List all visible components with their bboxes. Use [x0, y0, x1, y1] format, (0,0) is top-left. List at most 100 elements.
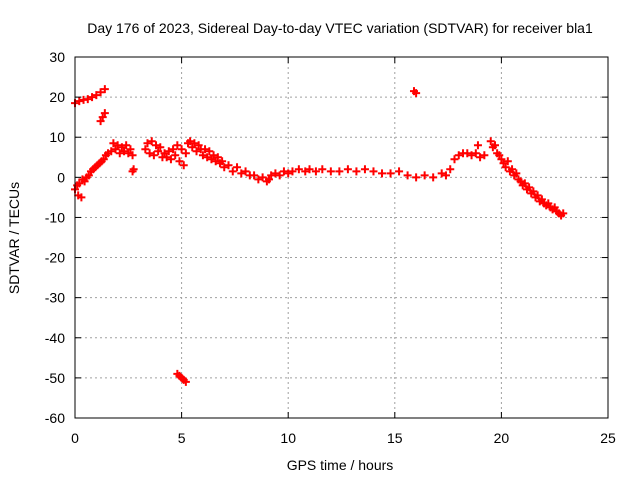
data-point	[98, 113, 107, 122]
data-point	[126, 145, 135, 154]
x-axis-label: GPS time / hours	[287, 457, 394, 473]
data-point	[395, 167, 404, 176]
data-point	[83, 95, 92, 104]
data-point	[120, 147, 129, 156]
data-point	[476, 153, 485, 162]
data-point	[241, 167, 250, 176]
x-tick-label: 15	[387, 430, 403, 446]
data-point	[107, 147, 116, 156]
data-point	[480, 151, 489, 160]
data-point	[177, 145, 186, 154]
data-point	[145, 149, 154, 158]
data-point	[124, 149, 133, 158]
data-point	[501, 163, 510, 172]
data-point	[412, 89, 421, 98]
data-point	[181, 377, 190, 386]
data-point	[190, 139, 199, 148]
y-tick-label: 0	[57, 169, 65, 185]
data-point	[305, 165, 314, 174]
data-point	[454, 151, 463, 160]
data-point	[420, 171, 429, 180]
data-point	[369, 167, 378, 176]
data-point	[213, 153, 222, 162]
data-point	[228, 167, 237, 176]
data-point	[335, 167, 344, 176]
data-point	[441, 171, 450, 180]
data-point	[128, 151, 137, 160]
data-point	[166, 155, 175, 164]
x-tick-label: 25	[600, 430, 616, 446]
data-point	[403, 171, 412, 180]
data-point	[467, 151, 476, 160]
data-point	[175, 157, 184, 166]
data-point	[301, 167, 310, 176]
data-point	[122, 141, 131, 150]
data-point	[512, 169, 521, 178]
data-point	[250, 171, 259, 180]
data-point	[258, 173, 267, 182]
y-axis-label: SDTVAR / TECUs	[6, 182, 22, 294]
grid	[75, 57, 608, 418]
plot-frame	[74, 56, 609, 419]
x-tick-label: 20	[494, 430, 510, 446]
data-point	[473, 141, 482, 150]
data-point	[92, 91, 101, 100]
data-point	[284, 169, 293, 178]
data-point	[497, 155, 506, 164]
data-point	[149, 151, 158, 160]
data-point	[154, 147, 163, 156]
data-point	[559, 209, 568, 218]
data-point	[117, 143, 126, 152]
data-point	[533, 191, 542, 200]
data-point	[192, 147, 201, 156]
data-point	[450, 155, 459, 164]
data-point	[471, 149, 480, 158]
data-point	[508, 165, 517, 174]
data-point	[429, 173, 438, 182]
y-tick-label: -10	[45, 209, 65, 225]
data-point	[220, 163, 229, 172]
data-point	[194, 141, 203, 150]
data-point	[463, 149, 472, 158]
x-tick-label: 10	[280, 430, 296, 446]
chart-title: Day 176 of 2023, Sidereal Day-to-day VTE…	[87, 20, 593, 36]
data-point	[75, 179, 84, 188]
data-point	[129, 165, 138, 174]
data-point	[318, 165, 327, 174]
x-tick-label: 5	[178, 430, 186, 446]
data-point	[203, 153, 212, 162]
data-point	[294, 165, 303, 174]
data-point	[100, 109, 109, 118]
data-point	[386, 169, 395, 178]
data-point	[171, 151, 180, 160]
data-point	[378, 169, 387, 178]
y-tick-label: -60	[45, 410, 65, 426]
data-point	[412, 173, 421, 182]
data-point	[486, 137, 495, 146]
data-point	[352, 167, 361, 176]
y-tick-label: -30	[45, 290, 65, 306]
data-points	[71, 85, 568, 386]
data-point	[516, 177, 525, 186]
data-point	[224, 161, 233, 170]
data-point	[181, 149, 190, 158]
data-point	[173, 141, 182, 150]
data-point	[537, 195, 546, 204]
data-point	[75, 97, 84, 106]
data-point	[360, 165, 369, 174]
data-point	[271, 169, 280, 178]
y-tick-label: -50	[45, 370, 65, 386]
data-point	[201, 145, 210, 154]
data-point	[141, 145, 150, 154]
data-point	[179, 161, 188, 170]
data-point	[143, 139, 152, 148]
data-point	[198, 151, 207, 160]
data-point	[186, 137, 195, 146]
data-point	[237, 169, 246, 178]
y-tick-label: -20	[45, 250, 65, 266]
data-point	[218, 157, 227, 166]
data-point	[111, 145, 120, 154]
data-point	[520, 179, 529, 188]
data-point	[311, 167, 320, 176]
